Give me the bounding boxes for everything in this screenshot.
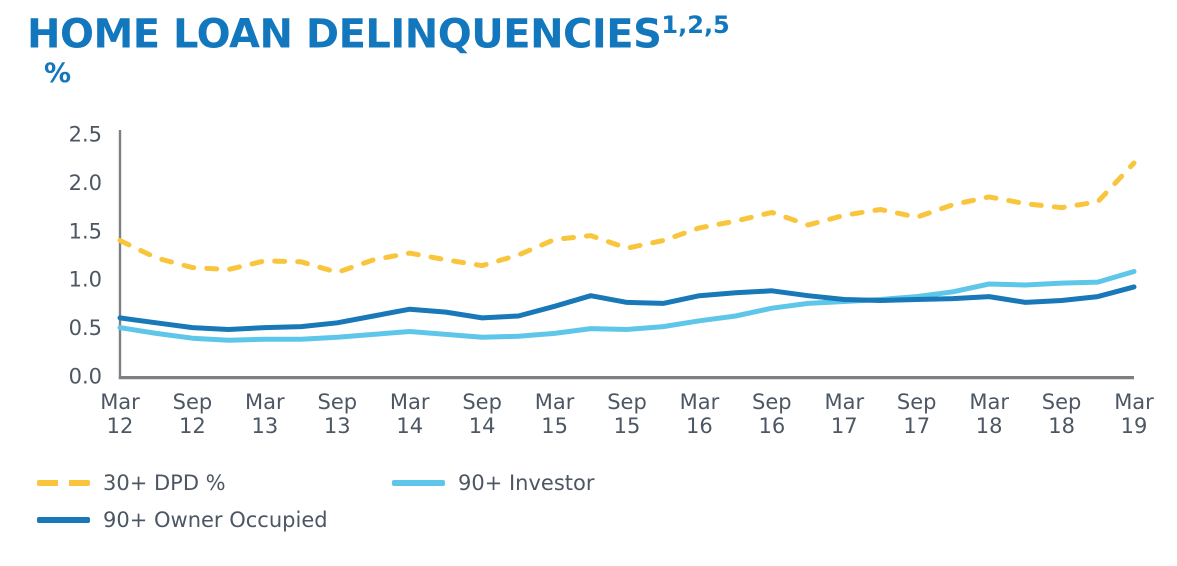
- y-tick-label: 1.0: [69, 268, 102, 292]
- y-tick-label: 0.0: [69, 365, 102, 389]
- x-tick-label-year: 16: [686, 414, 713, 438]
- x-tick-label-month: Sep: [752, 390, 792, 414]
- page-title: HOME LOAN DELINQUENCIES1,2,5: [27, 11, 730, 58]
- page-title-text: HOME LOAN DELINQUENCIES: [27, 11, 662, 58]
- x-tick-label-month: Mar: [1114, 390, 1154, 414]
- legend-item-30-dpd: 30+ DPD %: [37, 470, 226, 496]
- legend-swatch-dashed-line-icon: [37, 480, 90, 486]
- legend-swatch-solid-line-icon: [37, 517, 90, 523]
- y-axis-unit-label: %: [44, 58, 72, 89]
- x-tick-label-year: 17: [903, 414, 930, 438]
- legend-item-90-investor: 90+ Investor: [392, 470, 595, 496]
- x-tick-label-year: 13: [251, 414, 278, 438]
- legend-label-90-owner-occupied: 90+ Owner Occupied: [103, 508, 328, 532]
- x-tick-label-month: Mar: [535, 390, 575, 414]
- x-tick-label-year: 14: [396, 414, 423, 438]
- series-line-2: [117, 284, 1137, 332]
- legend-label-90-investor: 90+ Investor: [458, 471, 595, 495]
- page-title-footnote-refs: 1,2,5: [661, 11, 730, 39]
- x-tick-label-month: Mar: [245, 390, 285, 414]
- x-tick-label-month: Mar: [100, 390, 140, 414]
- y-tick-label: 1.5: [69, 219, 102, 243]
- x-tick-label-year: 14: [469, 414, 496, 438]
- x-tick-label-month: Mar: [824, 390, 864, 414]
- x-tick-label-year: 13: [324, 414, 351, 438]
- x-tick-label-month: Sep: [173, 390, 213, 414]
- x-tick-label-year: 15: [614, 414, 641, 438]
- x-tick-label-year: 16: [758, 414, 785, 438]
- x-tick-label-year: 15: [541, 414, 568, 438]
- x-tick-label-month: Mar: [969, 390, 1009, 414]
- x-tick-label-month: Mar: [390, 390, 430, 414]
- series-line-0: [117, 160, 1137, 275]
- legend-swatch-solid-line-icon: [392, 480, 445, 486]
- x-tick-label-year: 12: [179, 414, 206, 438]
- x-tick-label-month: Sep: [897, 390, 937, 414]
- x-tick-label-year: 12: [107, 414, 134, 438]
- x-tick-label-month: Mar: [680, 390, 720, 414]
- x-tick-label-year: 17: [831, 414, 858, 438]
- y-tick-label: 2.0: [69, 171, 102, 195]
- y-tick-label: 2.5: [69, 123, 102, 147]
- x-tick-label-year: 19: [1121, 414, 1148, 438]
- x-tick-label-year: 18: [1048, 414, 1075, 438]
- x-tick-label-month: Sep: [607, 390, 647, 414]
- x-tick-label-month: Sep: [462, 390, 502, 414]
- legend-item-90-owner-occupied: 90+ Owner Occupied: [37, 507, 328, 533]
- legend-label-30-dpd: 30+ DPD %: [103, 471, 226, 495]
- series-line-1: [117, 269, 1137, 343]
- x-tick-label-month: Sep: [1042, 390, 1082, 414]
- x-tick-label-month: Sep: [317, 390, 357, 414]
- x-tick-label-year: 18: [976, 414, 1003, 438]
- y-tick-label: 0.5: [69, 316, 102, 340]
